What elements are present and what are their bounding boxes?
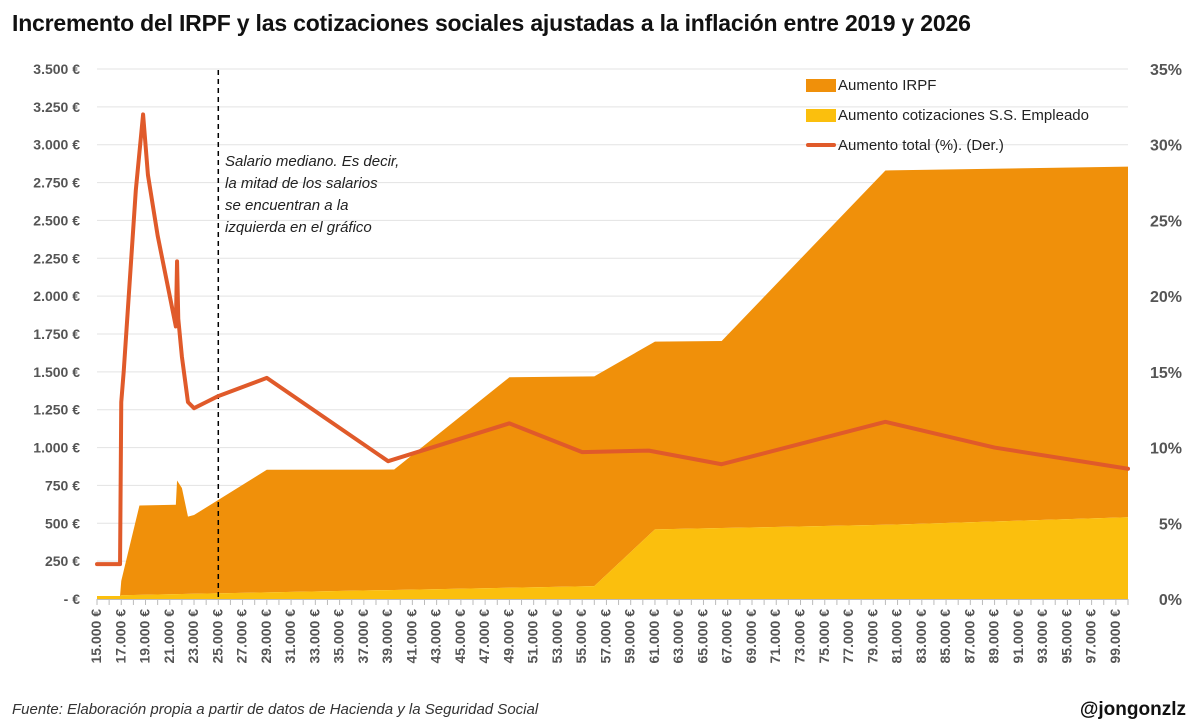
y-left-tick-label: 500 € xyxy=(45,515,80,531)
legend-item-irpf: Aumento IRPF xyxy=(806,70,1089,100)
median-annotation: Salario mediano. Es decir, la mitad de l… xyxy=(225,151,399,239)
x-tick-label: 37.000 € xyxy=(355,609,371,664)
x-tick-label: 35.000 € xyxy=(331,609,347,664)
y-left-tick-label: 750 € xyxy=(45,477,80,493)
y-left-tick-label: 2.250 € xyxy=(33,250,80,266)
annotation-line: Salario mediano. Es decir, xyxy=(225,153,400,170)
x-axis: 15.000 € 17.000 € 19.000 € 21.000 € 23.000 €… xyxy=(88,599,1129,664)
legend-item-ss: Aumento cotizaciones S.S. Empleado xyxy=(806,100,1089,130)
y-left-tick-label: 2.000 € xyxy=(33,288,80,304)
y-left-tick-label: 1.000 € xyxy=(33,440,80,456)
y-right-tick-label: 10% xyxy=(1150,441,1182,458)
x-tick-label: 23.000 € xyxy=(185,609,201,664)
x-tick-label: 99.000 € xyxy=(1107,609,1123,664)
x-tick-label: 83.000 € xyxy=(913,609,929,664)
x-tick-label: 25.000 € xyxy=(209,609,225,664)
x-tick-label: 21.000 € xyxy=(161,609,177,664)
x-tick-label: 93.000 € xyxy=(1034,609,1050,664)
area-irpf xyxy=(97,166,1128,596)
y-right-tick-label: 5% xyxy=(1159,516,1182,533)
x-tick-label: 45.000 € xyxy=(452,609,468,664)
annotation-line: la mitad de los salarios xyxy=(225,175,378,192)
y-left-tick-label: 1.250 € xyxy=(33,402,80,418)
x-tick-label: 67.000 € xyxy=(719,609,735,664)
legend-swatch-ss xyxy=(806,108,836,122)
x-tick-label: 81.000 € xyxy=(889,609,905,664)
x-tick-label: 17.000 € xyxy=(112,609,128,664)
legend-swatch-irpf xyxy=(806,78,836,92)
x-tick-label: 87.000 € xyxy=(961,609,977,664)
x-tick-label: 73.000 € xyxy=(792,609,808,664)
y-left-tick-label: 2.500 € xyxy=(33,212,80,228)
x-tick-label: 65.000 € xyxy=(694,609,710,664)
y-right-tick-label: 15% xyxy=(1150,365,1182,382)
x-tick-label: 89.000 € xyxy=(986,609,1002,664)
x-tick-label: 31.000 € xyxy=(282,609,298,664)
x-tick-label: 43.000 € xyxy=(428,609,444,664)
chart-title: Incremento del IRPF y las cotizaciones s… xyxy=(12,10,971,36)
y-axis-right: 0% 5% 10% 15% 20% 25% 30% 35% xyxy=(1150,62,1182,609)
y-left-tick-label: 1.500 € xyxy=(33,364,80,380)
author-handle: @jongonzlz xyxy=(1079,699,1186,720)
annotation-line: se encuentran a la xyxy=(225,197,349,214)
x-tick-label: 29.000 € xyxy=(258,609,274,664)
x-tick-label: 55.000 € xyxy=(573,609,589,664)
x-tick-label: 27.000 € xyxy=(234,609,250,664)
legend-label: Aumento cotizaciones S.S. Empleado xyxy=(838,106,1089,124)
x-tick-label: 59.000 € xyxy=(622,609,638,664)
x-tick-label: 63.000 € xyxy=(670,609,686,664)
annotation-line: izquierda en el gráfico xyxy=(225,219,372,236)
x-tick-label: 51.000 € xyxy=(525,609,541,664)
x-tick-label: 41.000 € xyxy=(403,609,419,664)
x-tick-label: 69.000 € xyxy=(743,609,759,664)
y-axis-left: - € 250 € 500 € 750 € 1.000 € 1.250 € 1.500 € 1… xyxy=(33,61,80,607)
legend: Aumento IRPF Aumento cotizaciones S.S. E… xyxy=(806,70,1089,160)
x-tick-label: 57.000 € xyxy=(597,609,613,664)
x-tick-label: 95.000 € xyxy=(1058,609,1074,664)
y-left-tick-label: 3.500 € xyxy=(33,61,80,77)
y-left-tick-label: 1.750 € xyxy=(33,326,80,342)
y-left-tick-label: 3.000 € xyxy=(33,137,80,153)
y-right-tick-label: 20% xyxy=(1150,289,1182,306)
x-tick-label: 33.000 € xyxy=(306,609,322,664)
x-tick-label: 85.000 € xyxy=(937,609,953,664)
x-tick-label: 77.000 € xyxy=(840,609,856,664)
stacked-areas xyxy=(97,166,1128,599)
legend-label: Aumento IRPF xyxy=(838,76,937,94)
y-right-tick-label: 0% xyxy=(1159,592,1182,609)
y-left-tick-label: 2.750 € xyxy=(33,175,80,191)
x-tick-label: 71.000 € xyxy=(767,609,783,664)
total-line xyxy=(95,112,1130,567)
y-right-tick-label: 25% xyxy=(1150,213,1182,230)
source-note: Fuente: Elaboración propia a partir de d… xyxy=(12,701,539,718)
x-tick-label: 53.000 € xyxy=(549,609,565,664)
legend-swatch-total xyxy=(806,143,836,147)
line-total-pct xyxy=(95,112,1130,567)
x-tick-label: 97.000 € xyxy=(1083,609,1099,664)
x-tick-label: 19.000 € xyxy=(137,609,153,664)
x-tick-label: 75.000 € xyxy=(816,609,832,664)
x-tick-label: 15.000 € xyxy=(88,609,104,664)
legend-item-total: Aumento total (%). (Der.) xyxy=(806,130,1089,160)
x-tick-label: 79.000 € xyxy=(864,609,880,664)
x-tick-label: 91.000 € xyxy=(1010,609,1026,664)
y-left-tick-label: - € xyxy=(64,591,81,607)
x-tick-label: 39.000 € xyxy=(379,609,395,664)
y-right-tick-label: 35% xyxy=(1150,62,1182,79)
y-left-tick-label: 3.250 € xyxy=(33,99,80,115)
x-tick-label: 61.000 € xyxy=(646,609,662,664)
x-tick-label: 47.000 € xyxy=(476,609,492,664)
legend-label: Aumento total (%). (Der.) xyxy=(838,136,1004,154)
y-left-tick-label: 250 € xyxy=(45,553,80,569)
x-tick-label: 49.000 € xyxy=(500,609,516,664)
area-ss xyxy=(97,517,1128,599)
y-right-tick-label: 30% xyxy=(1150,138,1182,155)
